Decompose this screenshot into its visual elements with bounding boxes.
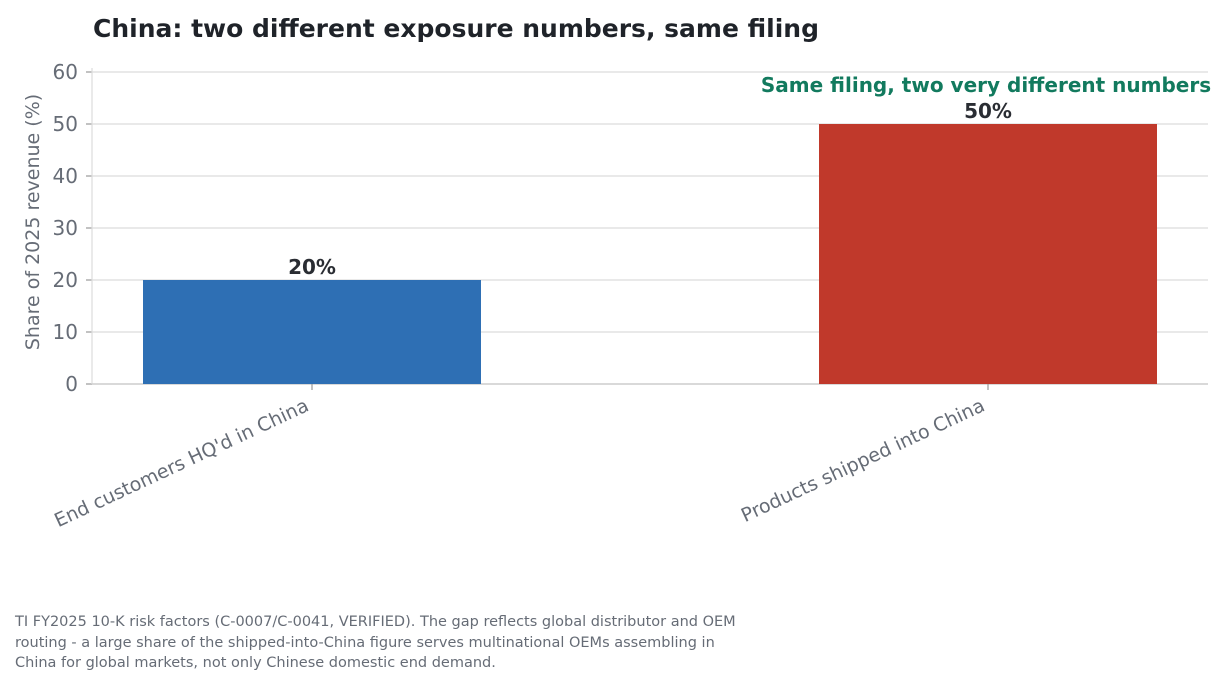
bar xyxy=(143,280,481,384)
y-tick-label: 0 xyxy=(65,372,78,396)
bars xyxy=(143,124,1157,384)
bar xyxy=(819,124,1157,384)
y-tick-label: 50 xyxy=(53,112,78,136)
value-label: 20% xyxy=(288,255,336,279)
y-tick-label: 40 xyxy=(53,164,78,188)
x-tick-label: End customers HQ'd in China xyxy=(51,395,312,532)
y-tick-label: 30 xyxy=(53,216,78,240)
x-tick-label: Products shipped into China xyxy=(738,395,988,527)
chart-title: China: two different exposure numbers, s… xyxy=(93,14,819,43)
y-axis-label: Share of 2025 revenue (%) xyxy=(22,94,44,350)
bar-chart: China: two different exposure numbers, s… xyxy=(22,14,1211,532)
value-label: 50% xyxy=(964,99,1012,123)
annotation: Same filing, two very different numbers xyxy=(761,73,1211,97)
y-tick-label: 20 xyxy=(53,268,78,292)
y-tick-label: 60 xyxy=(53,60,78,84)
y-tick-label: 10 xyxy=(53,320,78,344)
footnote: TI FY2025 10-K risk factors (C-0007/C-00… xyxy=(15,614,736,671)
